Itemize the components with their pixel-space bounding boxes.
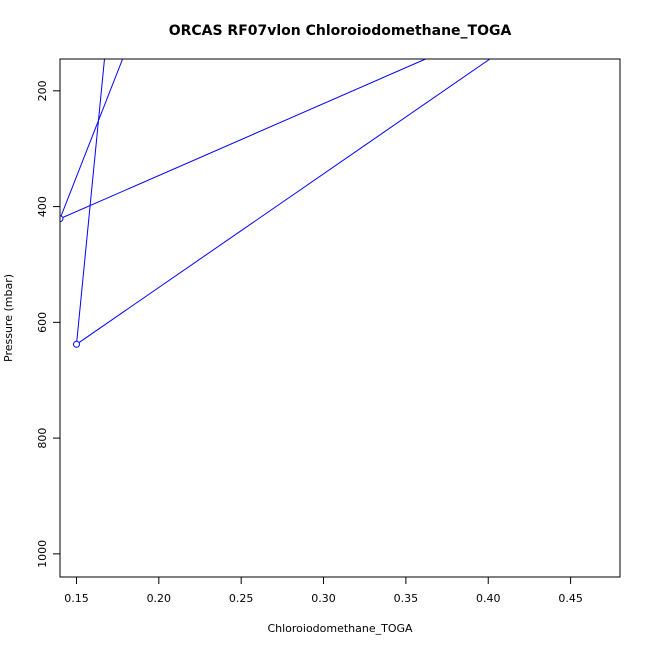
y-tick-label: 200 bbox=[36, 80, 49, 101]
x-axis-label: Chloroiodomethane_TOGA bbox=[267, 622, 413, 635]
plot-frame bbox=[59, 58, 621, 578]
data-point-2 bbox=[73, 340, 80, 348]
y-tick-label: 600 bbox=[36, 312, 49, 333]
y-axis: 200 400 600 800 1000 bbox=[36, 80, 61, 568]
x-tick-label: 0.35 bbox=[394, 592, 419, 605]
y-tick-label: 800 bbox=[36, 428, 49, 449]
series-line-2 bbox=[60, 59, 426, 220]
data-point-1 bbox=[60, 215, 64, 223]
x-tick-label: 0.25 bbox=[229, 592, 254, 605]
chart-title: ORCAS RF07vlon Chloroiodomethane_TOGA bbox=[169, 23, 512, 39]
y-tick-label: 400 bbox=[36, 196, 49, 217]
x-tick-label: 0.30 bbox=[311, 592, 336, 605]
x-tick-label: 0.15 bbox=[64, 592, 89, 605]
series-line-1 bbox=[75, 59, 491, 346]
x-axis: 0.15 0.20 0.25 0.30 0.35 0.40 0.45 bbox=[64, 576, 583, 605]
y-tick-label: 1000 bbox=[36, 540, 49, 568]
x-tick-label: 0.40 bbox=[476, 592, 501, 605]
x-tick-label: 0.20 bbox=[147, 592, 172, 605]
x-tick-label: 0.45 bbox=[558, 592, 583, 605]
y-axis-label: Pressure (mbar) bbox=[2, 274, 15, 362]
